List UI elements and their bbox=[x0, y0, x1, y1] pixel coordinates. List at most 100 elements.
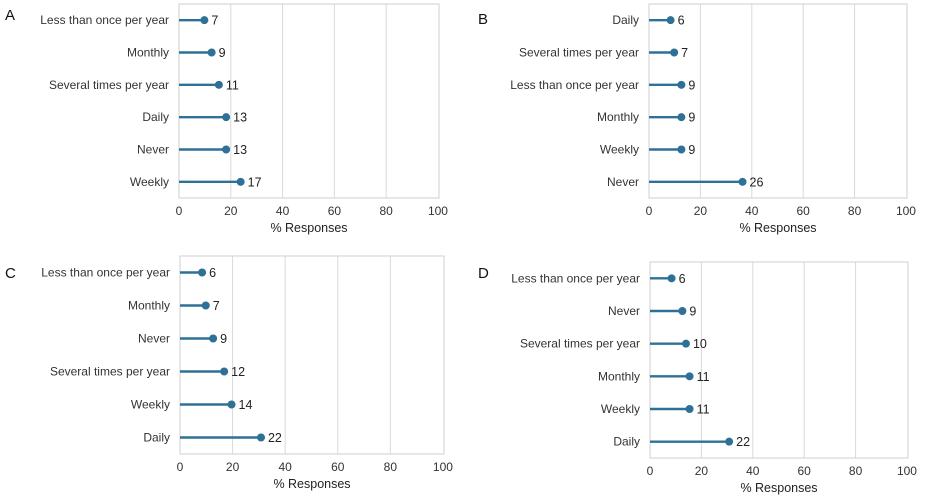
x-tick-label: 100 bbox=[433, 460, 453, 474]
data-label: 11 bbox=[226, 78, 239, 92]
category-label: Several times per year bbox=[49, 78, 169, 92]
x-tick-label: 0 bbox=[176, 204, 183, 218]
x-tick-label: 0 bbox=[647, 464, 654, 478]
x-tick-label: 80 bbox=[379, 204, 393, 218]
category-label: Weekly bbox=[130, 175, 169, 189]
lollipop-point bbox=[677, 80, 686, 89]
plot-frame bbox=[648, 3, 908, 199]
data-label: 26 bbox=[750, 175, 764, 189]
x-tick-label: 60 bbox=[798, 464, 812, 478]
category-label: Several times per year bbox=[50, 365, 170, 379]
x-tick-label: 0 bbox=[177, 460, 184, 474]
lollipop-point bbox=[738, 177, 747, 186]
lollipop-point bbox=[685, 405, 694, 413]
category-label: Monthly bbox=[598, 369, 640, 383]
lollipop-point bbox=[677, 145, 686, 154]
lollipop-point bbox=[222, 113, 231, 122]
x-tick-label: 80 bbox=[384, 460, 398, 474]
category-label: Weekly bbox=[601, 402, 640, 416]
x-tick-label: 20 bbox=[226, 460, 240, 474]
x-tick-label: 60 bbox=[331, 460, 345, 474]
lollipop-point bbox=[227, 400, 236, 409]
data-label: 9 bbox=[688, 111, 695, 125]
category-label: Less than once per year bbox=[511, 271, 640, 285]
lollipop-point bbox=[666, 16, 675, 25]
x-axis-label: % Responses bbox=[739, 221, 816, 235]
lollipop-point bbox=[201, 301, 210, 310]
lollipop-point bbox=[236, 177, 245, 186]
lollipop-point bbox=[207, 48, 216, 57]
category-label: Monthly bbox=[128, 299, 170, 313]
x-tick-label: 40 bbox=[278, 460, 292, 474]
lollipop-point bbox=[220, 367, 229, 376]
x-tick-label: 0 bbox=[646, 204, 653, 218]
x-axis-label: % Responses bbox=[740, 481, 817, 495]
data-label: 17 bbox=[248, 175, 262, 189]
data-label: 13 bbox=[233, 111, 247, 125]
x-axis-label: % Responses bbox=[270, 221, 347, 235]
data-label: 6 bbox=[679, 272, 686, 286]
lollipop-point bbox=[209, 334, 218, 343]
category-label: Monthly bbox=[597, 110, 639, 124]
category-label: Weekly bbox=[600, 143, 639, 157]
data-label: 10 bbox=[693, 337, 707, 351]
x-tick-label: 20 bbox=[695, 464, 709, 478]
data-label: 9 bbox=[688, 78, 695, 92]
x-tick-label: 100 bbox=[897, 464, 917, 478]
data-label: 12 bbox=[231, 365, 245, 379]
x-tick-label: 100 bbox=[896, 204, 916, 218]
data-label: 11 bbox=[697, 370, 710, 384]
lollipop-point bbox=[677, 113, 686, 122]
lollipop-point bbox=[670, 48, 679, 57]
x-tick-label: 40 bbox=[746, 464, 760, 478]
data-label: 13 bbox=[233, 143, 247, 157]
panel-b: 0 20 40 60 80 100 % Responses B Daily 6 Several ti… bbox=[478, 3, 916, 235]
category-label: Daily bbox=[612, 13, 639, 27]
lollipop-point bbox=[222, 145, 231, 154]
panel-label: B bbox=[478, 11, 488, 28]
panel-label: D bbox=[478, 265, 489, 282]
data-label: 9 bbox=[220, 332, 227, 346]
x-tick-label: 80 bbox=[848, 204, 862, 218]
x-tick-label: 40 bbox=[745, 204, 759, 218]
lollipop-point bbox=[198, 268, 207, 277]
data-label: 9 bbox=[689, 305, 696, 319]
category-label: Daily bbox=[142, 110, 169, 124]
lollipop-point bbox=[256, 433, 265, 442]
data-label: 7 bbox=[681, 46, 688, 60]
panel-c: 0 20 40 60 80 100 % Responses C Less than once p… bbox=[5, 255, 453, 491]
data-label: 22 bbox=[736, 435, 750, 449]
data-label: 14 bbox=[239, 398, 253, 412]
x-tick-label: 20 bbox=[224, 204, 238, 218]
data-label: 9 bbox=[219, 46, 226, 60]
category-label: Never bbox=[607, 175, 639, 189]
category-label: Several times per year bbox=[519, 46, 639, 60]
x-tick-label: 20 bbox=[694, 204, 708, 218]
data-label: 7 bbox=[211, 14, 218, 28]
category-label: Never bbox=[137, 143, 169, 157]
data-label: 22 bbox=[268, 431, 282, 445]
lollipop-point bbox=[200, 16, 209, 25]
data-label: 9 bbox=[688, 143, 695, 157]
x-tick-label: 100 bbox=[428, 204, 448, 218]
lollipop-point bbox=[681, 339, 690, 348]
data-label: 6 bbox=[678, 14, 685, 28]
lollipop-point bbox=[214, 80, 223, 89]
data-label: 7 bbox=[213, 299, 220, 313]
x-tick-label: 60 bbox=[797, 204, 811, 218]
category-label: Daily bbox=[143, 431, 170, 445]
category-label: Daily bbox=[613, 435, 640, 449]
plot-frame bbox=[649, 261, 909, 459]
category-label: Never bbox=[138, 332, 170, 346]
lollipop-point bbox=[725, 437, 734, 446]
panel-label: A bbox=[5, 7, 15, 24]
plot-frame bbox=[178, 3, 440, 199]
lollipop-point bbox=[678, 307, 687, 315]
category-label: Less than once per year bbox=[510, 78, 639, 92]
category-label: Several times per year bbox=[520, 337, 640, 351]
category-label: Less than once per year bbox=[40, 13, 169, 27]
category-label: Monthly bbox=[127, 46, 169, 60]
x-axis-label: % Responses bbox=[273, 477, 350, 491]
lollipop-point bbox=[667, 274, 676, 283]
